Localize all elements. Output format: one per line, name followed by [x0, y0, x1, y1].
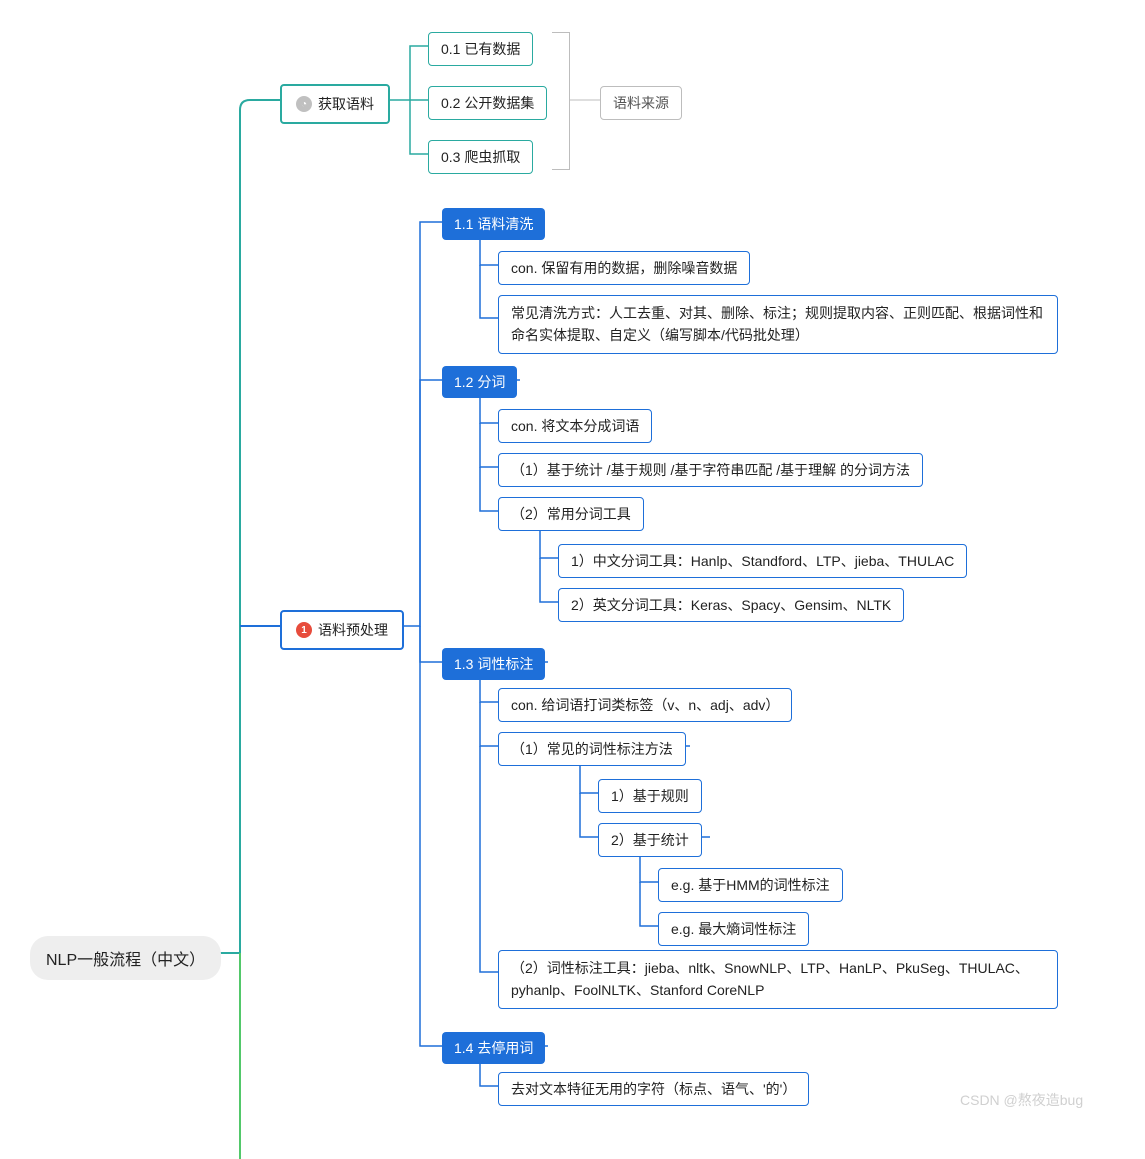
- node-public-dataset[interactable]: 0.2 公开数据集: [428, 86, 547, 120]
- clean-label: 1.1 语料清洗: [454, 214, 533, 234]
- node-stopwords-c1[interactable]: 去对文本特征无用的字符（标点、语气、'的'）: [498, 1072, 809, 1106]
- stopwords-label: 1.4 去停用词: [454, 1038, 533, 1058]
- node-tokenize-tools[interactable]: （2）常用分词工具: [498, 497, 644, 531]
- tokenize-cn-label: 1）中文分词工具：Hanlp、Standford、LTP、jieba、THULA…: [571, 551, 954, 571]
- watermark-text: CSDN @熬夜造bug: [960, 1090, 1083, 1110]
- node-clean-c2[interactable]: 常见清洗方式：人工去重、对其、删除、标注；规则提取内容、正则匹配、根据词性和命名…: [498, 295, 1058, 354]
- node-clean[interactable]: 1.1 语料清洗: [442, 208, 545, 240]
- public-dataset-label: 0.2 公开数据集: [441, 93, 534, 113]
- tokenize-c1-label: con. 将文本分成词语: [511, 416, 639, 436]
- corpus-source-label: 语料来源: [613, 93, 669, 113]
- node-tokenize-cn[interactable]: 1）中文分词工具：Hanlp、Standford、LTP、jieba、THULA…: [558, 544, 967, 578]
- node-pos-maxent[interactable]: e.g. 最大熵词性标注: [658, 912, 809, 946]
- pos-tools-label: （2）词性标注工具：jieba、nltk、SnowNLP、LTP、HanLP、P…: [511, 957, 1045, 1002]
- node-corpus-source[interactable]: 语料来源: [600, 86, 682, 120]
- node-pos-tools[interactable]: （2）词性标注工具：jieba、nltk、SnowNLP、LTP、HanLP、P…: [498, 950, 1058, 1009]
- stopwords-c1-label: 去对文本特征无用的字符（标点、语气、'的'）: [511, 1079, 796, 1099]
- tokenize-c2-label: （1）基于统计 /基于规则 /基于字符串匹配 /基于理解 的分词方法: [511, 460, 910, 480]
- pos-maxent-label: e.g. 最大熵词性标注: [671, 919, 796, 939]
- tokenize-en-label: 2）英文分词工具：Keras、Spacy、Gensim、NLTK: [571, 595, 891, 615]
- node-tokenize-c1[interactable]: con. 将文本分成词语: [498, 409, 652, 443]
- node-crawler[interactable]: 0.3 爬虫抓取: [428, 140, 533, 174]
- node-pos-stat[interactable]: 2）基于统计: [598, 823, 702, 857]
- existing-data-label: 0.1 已有数据: [441, 39, 520, 59]
- clean-c1-label: con. 保留有用的数据，删除噪音数据: [511, 258, 737, 278]
- tokenize-tools-label: （2）常用分词工具: [511, 504, 631, 524]
- pos-methods-label: （1）常见的词性标注方法: [511, 739, 673, 759]
- node-tokenize-en[interactable]: 2）英文分词工具：Keras、Spacy、Gensim、NLTK: [558, 588, 904, 622]
- preprocess-label: 语料预处理: [318, 620, 388, 640]
- node-pos[interactable]: 1.3 词性标注: [442, 648, 545, 680]
- pos-label: 1.3 词性标注: [454, 654, 533, 674]
- node-tokenize-c2[interactable]: （1）基于统计 /基于规则 /基于字符串匹配 /基于理解 的分词方法: [498, 453, 923, 487]
- node-preprocess[interactable]: 1 语料预处理: [280, 610, 404, 650]
- one-badge-icon: 1: [296, 622, 312, 638]
- clean-c2-label: 常见清洗方式：人工去重、对其、删除、标注；规则提取内容、正则匹配、根据词性和命名…: [511, 302, 1045, 347]
- acquire-corpus-label: 获取语料: [318, 94, 374, 114]
- pos-c1-label: con. 给词语打词类标签（v、n、adj、adv）: [511, 695, 779, 715]
- node-pos-methods[interactable]: （1）常见的词性标注方法: [498, 732, 686, 766]
- node-existing-data[interactable]: 0.1 已有数据: [428, 32, 533, 66]
- bracket-corpus-source: [552, 32, 570, 170]
- pos-rule-label: 1）基于规则: [611, 786, 689, 806]
- clock-icon: ◔: [296, 96, 312, 112]
- pos-stat-label: 2）基于统计: [611, 830, 689, 850]
- root-label: NLP一般流程（中文）: [46, 946, 205, 970]
- tokenize-label: 1.2 分词: [454, 372, 505, 392]
- node-pos-hmm[interactable]: e.g. 基于HMM的词性标注: [658, 868, 843, 902]
- crawler-label: 0.3 爬虫抓取: [441, 147, 520, 167]
- pos-hmm-label: e.g. 基于HMM的词性标注: [671, 875, 830, 895]
- node-acquire-corpus[interactable]: ◔ 获取语料: [280, 84, 390, 124]
- node-pos-c1[interactable]: con. 给词语打词类标签（v、n、adj、adv）: [498, 688, 792, 722]
- root-node[interactable]: NLP一般流程（中文）: [30, 936, 221, 980]
- node-pos-rule[interactable]: 1）基于规则: [598, 779, 702, 813]
- node-tokenize[interactable]: 1.2 分词: [442, 366, 517, 398]
- node-clean-c1[interactable]: con. 保留有用的数据，删除噪音数据: [498, 251, 750, 285]
- node-stopwords[interactable]: 1.4 去停用词: [442, 1032, 545, 1064]
